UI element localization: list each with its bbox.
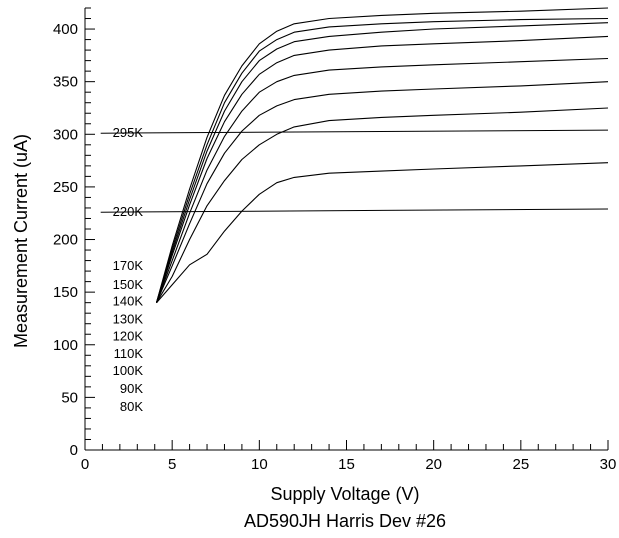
temperature-label: 100K <box>113 363 144 378</box>
x-tick-label: 5 <box>168 456 176 473</box>
y-ticks: 0 50 100 150 200 250 300 350 400 <box>53 7 95 459</box>
chart-caption: AD590JH Harris Dev #26 <box>244 511 446 531</box>
y-tick-label: 200 <box>53 232 78 249</box>
y-tick-label: 0 <box>70 442 78 459</box>
x-tick-label: 25 <box>512 456 529 473</box>
y-tick-label: 50 <box>61 389 78 406</box>
reference-line-295K <box>100 129 609 134</box>
series-line-8 <box>155 7 609 303</box>
series-lines <box>155 7 609 304</box>
temperature-label: 170K <box>113 258 144 273</box>
y-tick-label: 100 <box>53 337 78 354</box>
temperature-label: 120K <box>113 328 144 343</box>
temperature-label: 90K <box>120 381 143 396</box>
series-line-3 <box>155 81 609 303</box>
y-axis-title: Measurement Current (uA) <box>11 134 31 348</box>
series-line-6 <box>155 22 609 303</box>
y-tick-label: 350 <box>53 74 78 91</box>
temperature-label: 140K <box>113 294 144 309</box>
temperature-label: 110K <box>114 346 144 361</box>
series-line-5 <box>155 35 609 303</box>
x-tick-label: 20 <box>425 456 442 473</box>
temperature-label: 295K <box>113 125 144 140</box>
y-tick-label: 150 <box>53 284 78 301</box>
x-ticks: 0 5 10 15 20 25 30 <box>81 440 617 473</box>
x-tick-label: 15 <box>338 456 355 473</box>
axes <box>84 8 608 451</box>
temperature-label: 80K <box>120 399 143 414</box>
x-tick-label: 0 <box>81 456 89 473</box>
y-tick-label: 300 <box>53 126 78 143</box>
reference-line-220K <box>100 208 609 213</box>
series-line-7 <box>155 17 609 303</box>
temperature-label: 150K <box>113 277 144 292</box>
temperature-label: 130K <box>113 312 144 327</box>
x-tick-label: 10 <box>251 456 268 473</box>
x-axis-title: Supply Voltage (V) <box>270 484 419 504</box>
series-line-4 <box>155 57 609 303</box>
y-tick-label: 400 <box>53 21 78 38</box>
x-tick-label: 30 <box>600 456 617 473</box>
series-line-2 <box>156 107 609 303</box>
reference-lines <box>100 129 609 213</box>
series-line-1 <box>156 162 609 304</box>
y-tick-label: 250 <box>53 179 78 196</box>
temperature-label: 220K <box>113 204 144 219</box>
